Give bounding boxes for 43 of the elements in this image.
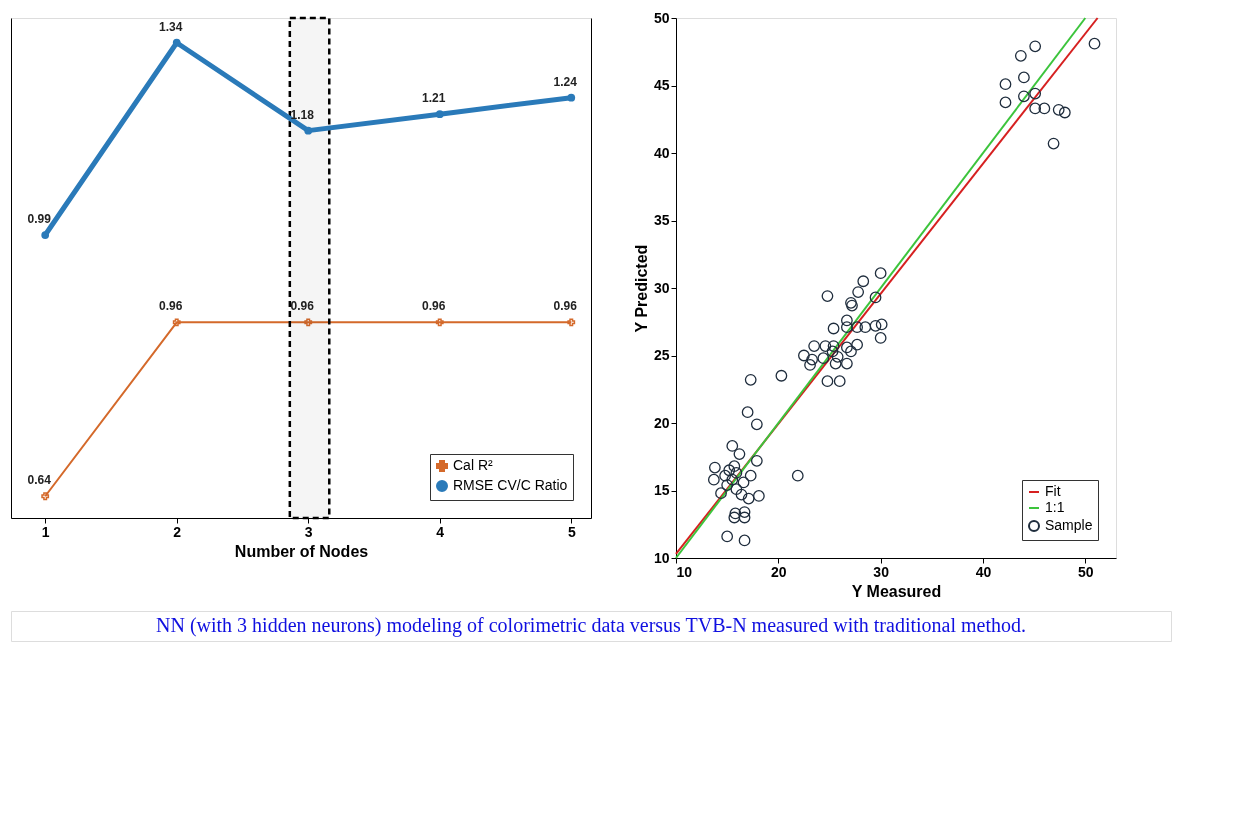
point [304, 126, 313, 135]
legend-label: Cal R² [453, 457, 494, 473]
y-axis-title: Y Predicted [632, 244, 650, 333]
y-tick-label: 30 [653, 279, 670, 296]
data-label: 0.96 [290, 299, 315, 314]
x-tick-label: 20 [771, 563, 787, 580]
data-label: 1.18 [290, 107, 315, 122]
y-tick-label: 40 [653, 144, 670, 161]
x-tick-label: 30 [873, 563, 890, 580]
data-label: 0.96 [553, 299, 578, 314]
data-label: 1.21 [422, 91, 446, 106]
x-tick-label: 2 [173, 523, 182, 540]
x-tick-label: 1 [41, 523, 50, 540]
data-label: 0.99 [27, 212, 52, 227]
y-tick-label: 45 [653, 77, 670, 93]
point [172, 38, 181, 47]
y-tick-label: 10 [653, 549, 670, 566]
legend-label: Fit [1045, 483, 1061, 499]
x-tick-label: 5 [567, 523, 576, 540]
y-tick-label: 25 [653, 347, 670, 363]
y-tick-label: 15 [653, 482, 670, 498]
data-label: 1.24 [553, 74, 578, 89]
x-tick-label: 4 [436, 523, 445, 540]
data-label: 0.64 [27, 473, 52, 488]
point [435, 110, 444, 119]
data-label: 0.96 [422, 299, 446, 314]
y-tick-label: 35 [653, 212, 670, 228]
x-tick-label: 40 [975, 563, 992, 580]
text: NN (with 3 hidden neurons) modeling of colorimetric data versus TVB-N measured with traditional method. [156, 614, 1026, 637]
legend-label: 1:1 [1045, 499, 1065, 515]
x-axis-title: Y Measured [851, 582, 942, 600]
y-tick-label: 50 [653, 9, 670, 26]
point [567, 93, 576, 102]
legend-label: Sample [1045, 517, 1093, 533]
y-tick-label: 20 [653, 414, 670, 431]
point [41, 231, 50, 239]
data-label: 0.96 [159, 299, 183, 314]
x-tick-label: 50 [1078, 563, 1094, 580]
data-label: 1.34 [159, 19, 183, 34]
x-axis-title: Number of Nodes [234, 542, 369, 560]
legend-label: RMSE CV/C Ratio [453, 477, 568, 493]
x-tick-label: 10 [676, 563, 693, 580]
x-tick-label: 3 [304, 523, 313, 540]
